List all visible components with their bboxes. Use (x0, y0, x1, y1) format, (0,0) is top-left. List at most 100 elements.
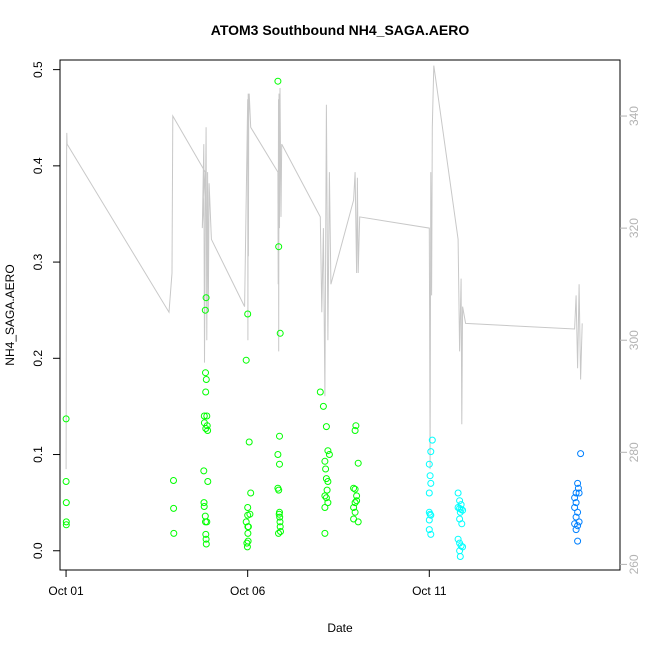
data-point (458, 520, 466, 528)
data-point (62, 499, 70, 507)
data-point (62, 415, 70, 423)
data-point (425, 516, 433, 524)
data-point (456, 508, 464, 516)
data-point (428, 436, 436, 444)
x-axis-label: Date (327, 621, 353, 635)
data-point (247, 489, 255, 497)
y-tick-label: 0.2 (31, 350, 45, 367)
y-axis-label: NH4_SAGA.AERO (3, 264, 17, 365)
data-point (242, 518, 250, 526)
data-point (454, 489, 462, 497)
data-point (325, 451, 333, 458)
data-point (322, 465, 330, 473)
data-point (202, 369, 209, 377)
data-point (243, 543, 251, 551)
y-tick-label: 0.1 (31, 446, 45, 463)
data-point (574, 537, 582, 545)
data-point (276, 329, 284, 337)
data-point (316, 388, 324, 396)
y-tick-label: 0.5 (31, 61, 45, 78)
data-point (244, 529, 252, 537)
y-axis: 0.0 0.1 0.2 0.3 0.4 0.5 (31, 61, 60, 559)
y-tick-label: 0.4 (31, 157, 45, 174)
data-point (200, 412, 208, 420)
data-point (353, 492, 361, 500)
data-point (324, 447, 332, 455)
data-point (351, 508, 359, 516)
data-point (354, 459, 362, 467)
data-point (202, 535, 210, 543)
point-series (62, 77, 585, 560)
data-point (321, 492, 329, 500)
data-point (62, 518, 70, 526)
data-point (275, 243, 283, 251)
data-point (62, 521, 70, 529)
x-axis: Oct 01 Oct 06 Oct 11 (48, 570, 447, 598)
data-point (577, 450, 585, 458)
data-point (457, 542, 465, 550)
data-point (275, 486, 283, 494)
data-point (571, 494, 579, 502)
data-point (203, 422, 211, 430)
data-point (354, 518, 362, 526)
data-point (427, 479, 435, 487)
plot-area (59, 59, 621, 571)
data-point (324, 499, 332, 507)
data-point (319, 402, 327, 410)
data-point (350, 484, 358, 492)
secondary-y-axis: 260 280 300 320 340 (620, 106, 641, 574)
data-point (170, 529, 178, 537)
data-point (574, 522, 582, 530)
data-point (274, 77, 282, 85)
data-point (202, 540, 210, 548)
data-point (574, 479, 582, 487)
data-point (322, 423, 330, 431)
data-point (242, 356, 250, 364)
data-point (454, 535, 462, 543)
x-tick-label: Oct 11 (412, 584, 447, 598)
data-point (425, 489, 433, 497)
data-point (204, 427, 212, 434)
data-point (427, 511, 435, 519)
data-point (351, 427, 359, 434)
data-point (425, 460, 433, 468)
data-point (276, 523, 284, 531)
data-point (321, 504, 329, 511)
data-point (243, 539, 251, 547)
data-point (245, 438, 253, 446)
y-tick-label: 0.3 (31, 253, 45, 270)
data-point (277, 528, 284, 535)
data-point (574, 508, 582, 516)
data-point (575, 489, 583, 497)
data-point (202, 294, 210, 302)
data-point (276, 460, 283, 468)
y-tick-label: 0.0 (31, 542, 45, 559)
data-point (353, 497, 361, 505)
data-point (202, 530, 210, 538)
secondary-line (65, 65, 583, 470)
y2-tick-label: 300 (627, 330, 641, 350)
data-point (575, 518, 583, 526)
data-point (62, 478, 70, 485)
data-point (321, 529, 329, 537)
data-point (351, 499, 359, 507)
x-tick-label: Oct 06 (230, 584, 266, 598)
data-point (275, 510, 283, 518)
data-point (427, 448, 435, 456)
data-point (170, 477, 177, 484)
data-point (201, 512, 209, 520)
data-point (203, 518, 211, 526)
data-point (324, 478, 332, 485)
y2-tick-label: 320 (627, 218, 641, 238)
data-point (200, 499, 208, 507)
y2-tick-label: 340 (627, 106, 641, 126)
x-tick-label: Oct 01 (48, 584, 84, 598)
data-point (276, 513, 284, 521)
data-point (459, 506, 467, 514)
data-point (572, 499, 580, 507)
data-point (352, 422, 360, 430)
data-point (456, 497, 464, 505)
y2-tick-label: 260 (627, 554, 641, 574)
data-point (572, 526, 580, 534)
